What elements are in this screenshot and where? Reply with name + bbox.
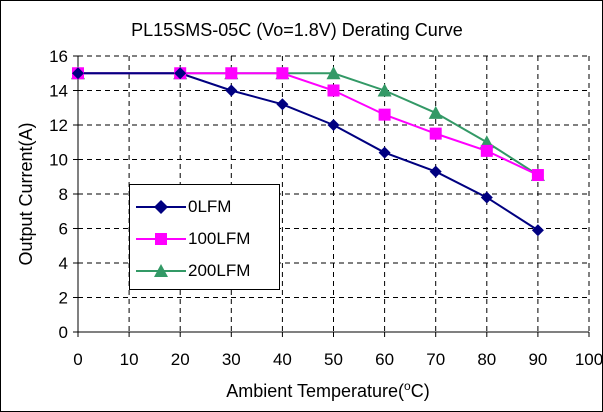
- point-200lfm-50: [326, 66, 341, 80]
- x-tick-label-10: 10: [120, 350, 139, 369]
- point-100lfm-70: [429, 127, 442, 140]
- chart-legend: 0LFM 100LFM 200LFM: [129, 184, 280, 290]
- point-100lfm-40: [276, 67, 289, 80]
- y-tick-label-0: 0: [59, 323, 68, 342]
- x-tick-label-60: 60: [375, 350, 394, 369]
- point-100lfm-80: [480, 144, 493, 157]
- x-axis-label-unit: C): [411, 381, 430, 401]
- x-tick-label-70: 70: [426, 350, 445, 369]
- legend-symbol-100lfm: [136, 233, 186, 245]
- x-tick-label-30: 30: [222, 350, 241, 369]
- x-axis-label-superscript: o: [404, 379, 411, 393]
- x-tick-label-90: 90: [528, 350, 547, 369]
- legend-label-100lfm: 100LFM: [188, 229, 251, 248]
- legend-symbol-0lfm: [136, 200, 186, 214]
- x-tick-label-20: 20: [171, 350, 190, 369]
- y-tick-label-2: 2: [59, 289, 68, 308]
- legend-symbol-200lfm: [136, 264, 186, 277]
- point-0lfm-30: [225, 84, 238, 97]
- legend-item-100lfm: 100LFM: [130, 227, 279, 251]
- point-0lfm-40: [276, 98, 289, 111]
- point-0lfm-90: [531, 224, 544, 237]
- point-0lfm-70: [429, 165, 442, 178]
- y-tick-label-4: 4: [59, 254, 68, 273]
- point-200lfm-70: [428, 105, 443, 119]
- x-tick-label-50: 50: [324, 350, 343, 369]
- y-tick-label-10: 10: [49, 151, 68, 170]
- y-tick-label-16: 16: [49, 47, 68, 66]
- x-axis-label-main: Ambient Temperature(: [226, 381, 404, 401]
- point-0lfm-80: [480, 191, 493, 204]
- point-100lfm-60: [378, 108, 391, 121]
- point-0lfm-0: [72, 67, 84, 80]
- point-100lfm-90: [531, 169, 544, 182]
- legend-item-200lfm: 200LFM: [130, 259, 279, 283]
- point-100lfm-50: [327, 84, 340, 97]
- legend-label-200lfm: 200LFM: [188, 261, 251, 280]
- x-tick-label-80: 80: [477, 350, 496, 369]
- x-tick-label-0: 0: [73, 350, 82, 369]
- legend-label-0lfm: 0LFM: [188, 197, 232, 216]
- point-100lfm-30: [225, 67, 238, 80]
- y-axis-label: Output Current(A): [16, 122, 36, 265]
- x-tick-label-100: 100: [575, 350, 602, 369]
- y-tick-label-8: 8: [59, 185, 68, 204]
- chart-title: PL15SMS-05C (Vo=1.8V) Derating Curve: [131, 20, 463, 40]
- y-tick-label-12: 12: [49, 116, 68, 135]
- point-200lfm-60: [377, 83, 392, 97]
- point-0lfm-20: [174, 67, 187, 80]
- point-0lfm-60: [378, 146, 391, 159]
- x-tick-label-40: 40: [273, 350, 292, 369]
- legend-item-0lfm: 0LFM: [130, 195, 279, 219]
- x-axis-label: Ambient Temperature(oC): [226, 379, 429, 401]
- point-0lfm-50: [327, 119, 340, 131]
- y-tick-label-14: 14: [49, 82, 68, 101]
- y-tick-label-6: 6: [59, 220, 68, 239]
